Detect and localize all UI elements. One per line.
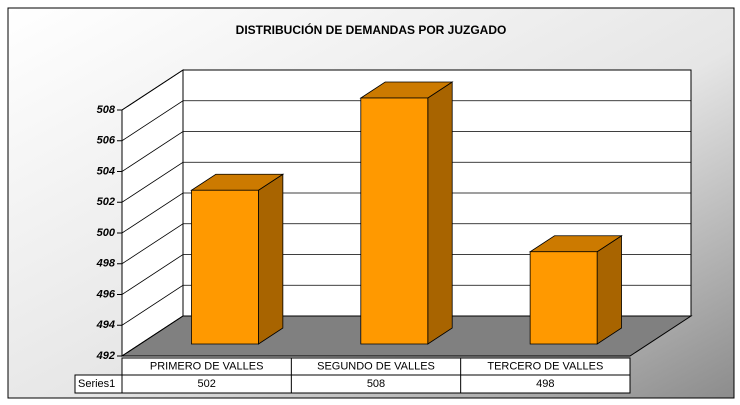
bar-front xyxy=(529,251,598,345)
y-tick-label: 498 xyxy=(96,258,116,270)
grid-line xyxy=(121,254,691,295)
x-tick-label: PRIMERO DE VALLES xyxy=(150,360,264,372)
grid-line xyxy=(121,284,691,326)
bar xyxy=(190,173,285,345)
y-tick-label: 504 xyxy=(97,165,115,177)
bar-side xyxy=(596,235,622,345)
legend-label: Series1 xyxy=(78,378,115,390)
bar-front xyxy=(360,97,429,345)
table-cell xyxy=(74,374,631,394)
y-tick-label: 492 xyxy=(96,350,115,362)
chart-title: DISTRIBUCIÓN DE DEMANDAS POR JUZGADO xyxy=(236,22,507,37)
bar-side xyxy=(427,81,453,345)
grid-line xyxy=(121,131,691,172)
y-tick-label: 508 xyxy=(97,104,116,116)
x-tick-label: TERCERO DE VALLES xyxy=(487,360,603,372)
y-tick-label: 502 xyxy=(97,196,115,208)
y-tick-label: 500 xyxy=(97,227,116,239)
grid-line xyxy=(121,223,691,265)
grid-line xyxy=(121,192,691,234)
grid-line xyxy=(121,315,691,357)
bar xyxy=(359,81,454,345)
table-value: 508 xyxy=(367,378,385,390)
grid-line xyxy=(121,100,691,142)
grid-line xyxy=(121,161,691,203)
y-tick-label: 494 xyxy=(96,319,115,331)
table-value: 498 xyxy=(536,378,554,390)
bar-side xyxy=(258,173,284,345)
y-tick-label: 506 xyxy=(97,135,116,147)
table-value: 502 xyxy=(197,378,215,390)
y-tick-label: 496 xyxy=(96,288,116,300)
bar-front xyxy=(191,189,259,345)
x-tick-label: SEGUNDO DE VALLES xyxy=(317,360,435,372)
grid-line xyxy=(121,69,691,111)
bar xyxy=(528,235,623,345)
